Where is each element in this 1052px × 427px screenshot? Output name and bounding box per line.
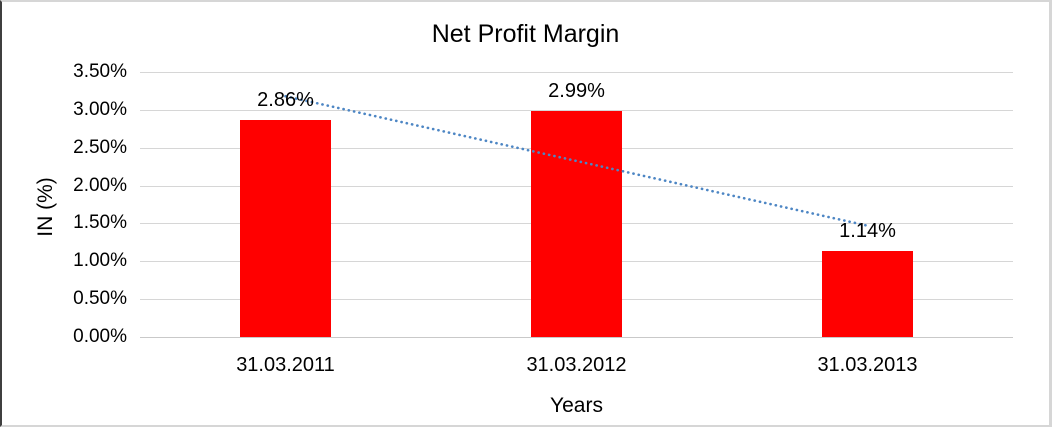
y-tick-label: 2.00%	[73, 174, 127, 196]
x-tick-label: 31.03.2012	[526, 354, 627, 376]
bar-31.03.2013	[822, 250, 913, 337]
gridline-3.00%	[140, 109, 1013, 111]
gridline-3.50%	[140, 72, 1013, 73]
y-tick-label: 0.00%	[73, 326, 127, 347]
bar-value-label: 2.86%	[257, 89, 314, 112]
chart-title: Net Profit Margin	[431, 20, 620, 48]
y-tick-label: 0.50%	[73, 288, 127, 310]
x-axis-title: Years	[550, 394, 603, 417]
trendline	[284, 94, 869, 227]
gridline-0.00%	[140, 337, 1013, 338]
trendline-svg	[284, 94, 869, 227]
y-tick-label: 3.00%	[73, 98, 127, 120]
x-tick-label: 31.03.2013	[817, 354, 918, 376]
y-tick-label: 2.50%	[73, 136, 127, 158]
x-tick-label: 31.03.2011	[236, 354, 335, 376]
bar-31.03.2012	[531, 110, 622, 337]
y-tick-label: 3.50%	[73, 61, 127, 82]
bar-31.03.2011	[240, 120, 331, 337]
y-tick-label: 1.50%	[73, 212, 127, 234]
bar-value-label: 1.14%	[839, 219, 896, 242]
y-tick-label: 1.00%	[73, 250, 127, 272]
plot-area	[140, 72, 1013, 338]
bar-value-label: 2.99%	[548, 79, 605, 102]
